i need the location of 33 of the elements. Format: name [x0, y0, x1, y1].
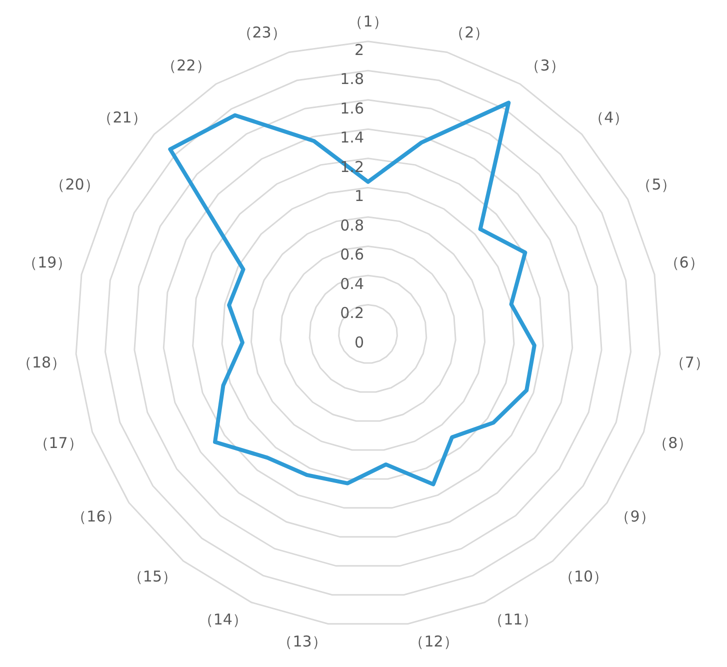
- spoke-label: （10）: [558, 568, 608, 586]
- y-tick-label: 2: [354, 40, 364, 59]
- y-tick-label: 1.4: [340, 128, 364, 147]
- spoke-label: （18）: [16, 354, 66, 372]
- y-tick-label: 1: [354, 187, 364, 206]
- spoke-label: （16）: [72, 507, 121, 526]
- spoke-label: （13）: [278, 632, 327, 651]
- spoke-label: （3）: [525, 56, 565, 74]
- spoke-label: （5）: [636, 176, 676, 194]
- spoke-label: （12）: [409, 632, 458, 651]
- y-tick-label: 0: [354, 333, 364, 352]
- spoke-label: （23）: [237, 23, 286, 42]
- spoke-label: （7）: [670, 354, 710, 372]
- spoke-label: （21）: [98, 108, 147, 126]
- y-tick-label: 1.8: [340, 70, 364, 88]
- spoke-label: （15）: [128, 568, 178, 586]
- y-tick-label: 0.6: [340, 246, 364, 264]
- y-tick-label: 0.2: [340, 304, 364, 322]
- spoke-label: （22）: [162, 56, 211, 74]
- spoke-label: （8）: [653, 434, 693, 452]
- spoke-label: （6）: [664, 253, 704, 272]
- spoke-label: （4）: [589, 108, 629, 126]
- y-tick-label: 1.6: [340, 99, 364, 118]
- spoke-label: （9）: [615, 507, 655, 526]
- y-tick-label: 0.8: [340, 216, 364, 234]
- spoke-label: （2）: [450, 23, 490, 42]
- spoke-label: （20）: [50, 176, 100, 194]
- spoke-label: （14）: [198, 610, 248, 628]
- spoke-label: （17）: [34, 434, 83, 452]
- spoke-label: （1）: [348, 12, 388, 30]
- spoke-label: （19）: [22, 253, 72, 272]
- y-tick-label: 0.4: [340, 274, 364, 293]
- spoke-label: （11）: [488, 610, 538, 628]
